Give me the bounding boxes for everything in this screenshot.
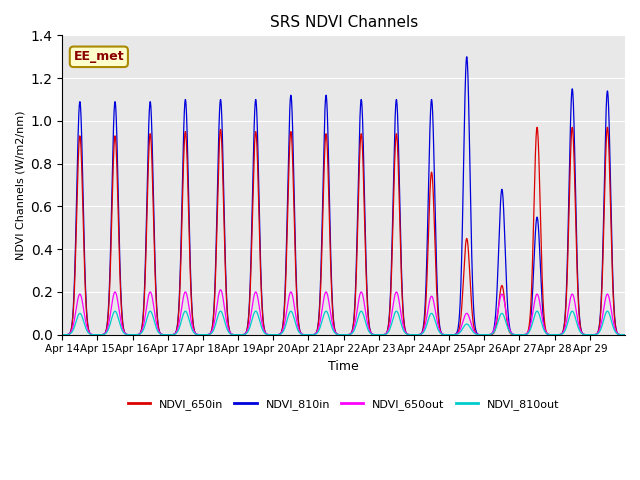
NDVI_810out [78, 313, 86, 319]
NDVI_810out [58, 332, 66, 337]
NDVI_810out [604, 308, 611, 314]
NDVI_650in [58, 332, 66, 337]
NDVI_650in [387, 303, 394, 309]
NDVI_810out [275, 332, 282, 337]
NDVI_650in [401, 328, 409, 334]
NDVI_650out [58, 332, 66, 337]
NDVI_650out [402, 329, 410, 335]
NDVI_650out [78, 296, 86, 302]
NDVI_810in [323, 99, 331, 105]
NDVI_650in [621, 332, 629, 337]
NDVI_810in [621, 332, 629, 337]
NDVI_810in [78, 141, 86, 146]
NDVI_810in [463, 54, 470, 60]
NDVI_650out [621, 332, 629, 337]
NDVI_650out [217, 287, 225, 293]
NDVI_650out [275, 332, 282, 337]
X-axis label: Time: Time [328, 360, 359, 373]
Line: NDVI_810in: NDVI_810in [62, 57, 625, 335]
NDVI_650in [604, 124, 611, 130]
Y-axis label: NDVI Channels (W/m2/nm): NDVI Channels (W/m2/nm) [15, 110, 25, 260]
NDVI_810in [387, 299, 394, 304]
NDVI_650in [275, 332, 282, 337]
NDVI_650in [488, 332, 495, 337]
Text: EE_met: EE_met [74, 50, 124, 63]
NDVI_650in [78, 169, 86, 175]
Line: NDVI_810out: NDVI_810out [62, 311, 625, 335]
NDVI_810out [621, 332, 629, 337]
NDVI_810in [488, 331, 495, 337]
NDVI_810out [401, 330, 409, 336]
Line: NDVI_650out: NDVI_650out [62, 290, 625, 335]
NDVI_810out [323, 309, 331, 314]
NDVI_650out [488, 331, 495, 336]
NDVI_650out [387, 320, 394, 325]
Legend: NDVI_650in, NDVI_810in, NDVI_650out, NDVI_810out: NDVI_650in, NDVI_810in, NDVI_650out, NDV… [124, 394, 564, 414]
NDVI_650in [481, 332, 488, 337]
Title: SRS NDVI Channels: SRS NDVI Channels [269, 15, 418, 30]
NDVI_650out [323, 290, 331, 296]
NDVI_810in [401, 328, 409, 334]
Line: NDVI_650in: NDVI_650in [62, 127, 625, 335]
NDVI_810out [387, 325, 394, 331]
NDVI_810in [275, 332, 282, 337]
NDVI_650in [323, 136, 331, 142]
NDVI_810in [58, 332, 66, 337]
NDVI_810out [488, 331, 495, 337]
